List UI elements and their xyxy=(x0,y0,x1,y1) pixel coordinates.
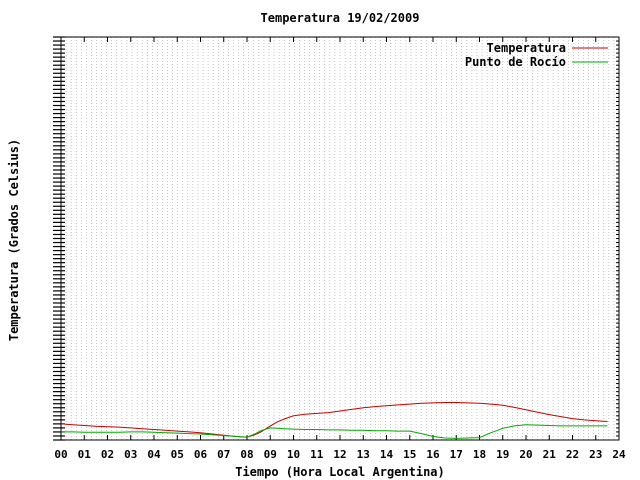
x-axis-label: Tiempo (Hora Local Argentina) xyxy=(235,465,445,479)
x-tick-label: 18 xyxy=(473,448,486,461)
x-tick-label: 22 xyxy=(566,448,579,461)
series-lines xyxy=(60,402,608,439)
x-tick-label: 11 xyxy=(310,448,324,461)
x-tick-label: 02 xyxy=(101,448,114,461)
y-axis-label: Temperatura (Grados Celsius) xyxy=(7,139,21,341)
x-tick-label: 00 xyxy=(54,448,67,461)
legend-entry-label: Punto de Rocío xyxy=(465,55,566,69)
grid xyxy=(65,37,615,440)
x-tick-label: 03 xyxy=(124,448,137,461)
x-tick-label: 24 xyxy=(612,448,626,461)
x-tick-label: 17 xyxy=(450,448,463,461)
x-tick-label: 07 xyxy=(217,448,230,461)
legend-entry-label: Temperatura xyxy=(487,41,566,55)
x-tick-label: 05 xyxy=(171,448,184,461)
x-tick-label: 15 xyxy=(403,448,416,461)
x-tick-label: 16 xyxy=(426,448,440,461)
x-tick-label: 13 xyxy=(357,448,370,461)
chart-title: Temperatura 19/02/2009 xyxy=(261,11,420,25)
series-temperatura-line xyxy=(60,402,608,438)
x-tick-label: 19 xyxy=(496,448,509,461)
x-tick-label: 08 xyxy=(240,448,253,461)
x-tick-label: 14 xyxy=(380,448,394,461)
x-tick-label: 12 xyxy=(333,448,346,461)
x-tick-label: 06 xyxy=(194,448,208,461)
x-tick-label: 09 xyxy=(264,448,277,461)
x-tick-label: 20 xyxy=(519,448,532,461)
y-axis-ticks xyxy=(53,36,619,441)
x-axis-ticks: 00 01 02 03 04 05 06 07 08 09 10 11 12 13 14 15 16 17 18 19… xyxy=(54,37,626,461)
x-tick-label: 21 xyxy=(543,448,557,461)
x-tick-label: 23 xyxy=(589,448,602,461)
x-tick-label: 04 xyxy=(147,448,161,461)
x-tick-label: 01 xyxy=(78,448,92,461)
series-rocio-line xyxy=(61,424,608,439)
x-tick-label: 10 xyxy=(287,448,300,461)
